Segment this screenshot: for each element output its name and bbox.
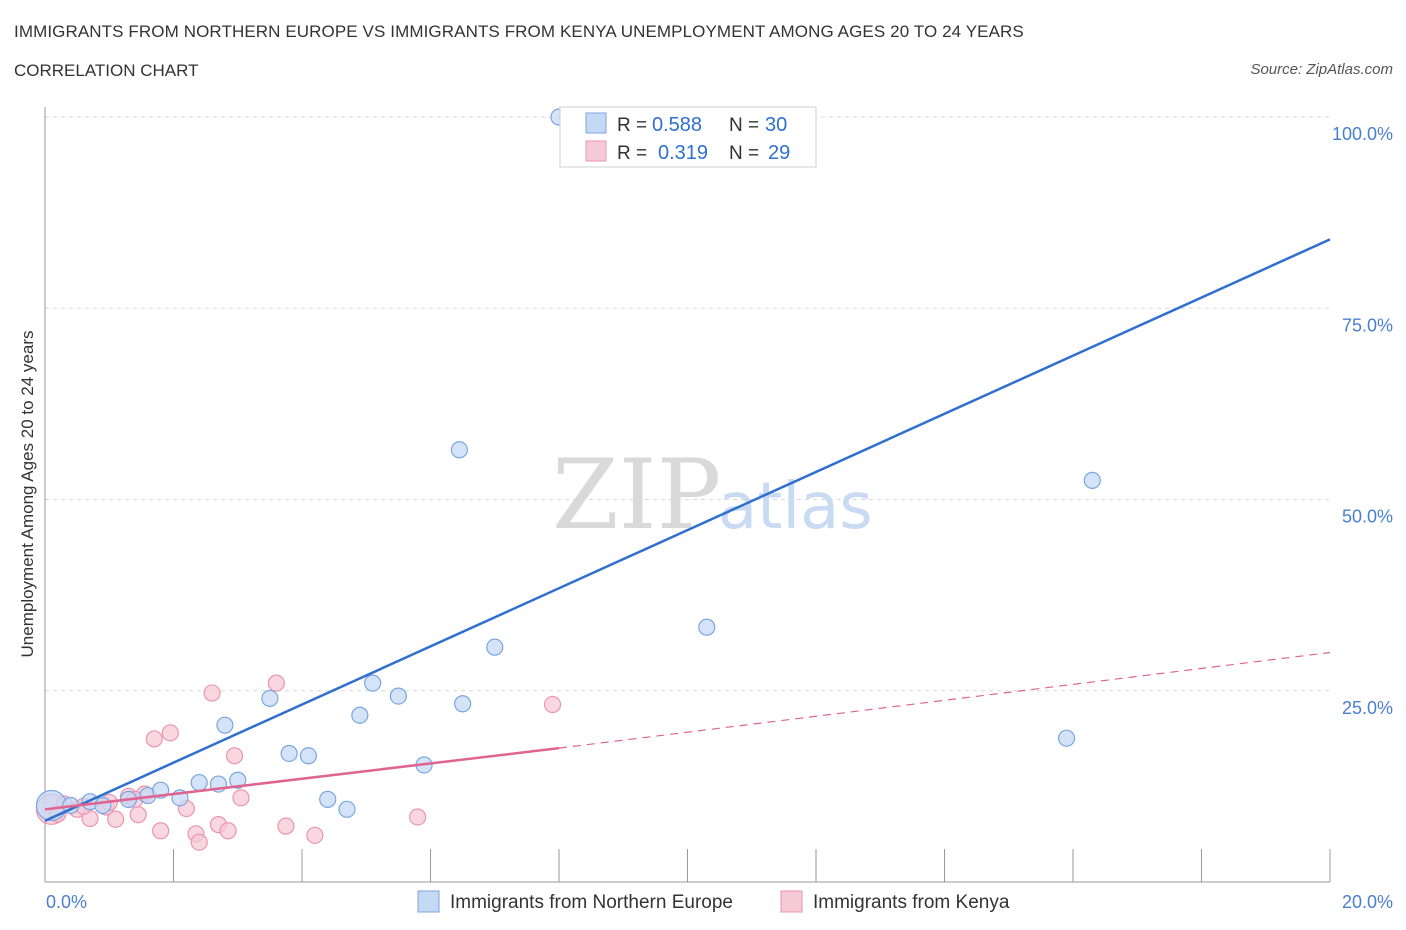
legend-n-value: 29 bbox=[768, 142, 790, 164]
legend-n-label: N = bbox=[729, 143, 759, 164]
northern-europe-point bbox=[486, 638, 504, 656]
northern-europe-point bbox=[229, 771, 247, 789]
watermark-zip: ZIP bbox=[552, 439, 721, 551]
northern-europe-point bbox=[190, 773, 208, 792]
kenya-point bbox=[306, 826, 324, 844]
x-tick-label: 0.0% bbox=[46, 892, 87, 912]
legend-label-kenya: Immigrants from Kenya bbox=[813, 892, 1010, 913]
trend-line-northern-europe bbox=[44, 238, 1331, 822]
kenya-point bbox=[543, 695, 562, 714]
northern-europe-point bbox=[364, 674, 382, 692]
kenya-point bbox=[267, 674, 285, 692]
kenya-point bbox=[409, 808, 427, 826]
legend-n-value: 30 bbox=[765, 114, 787, 136]
y-tick-label: 100.0% bbox=[1332, 124, 1393, 144]
kenya-point bbox=[203, 684, 221, 702]
kenya-point bbox=[107, 810, 125, 828]
kenya-point bbox=[225, 747, 244, 765]
kenya-point bbox=[190, 833, 208, 851]
trend-line-kenya-extension bbox=[558, 651, 1331, 749]
correlation-legend: R = 0.588 N = 30 R = 0.319 N = 29 bbox=[559, 106, 817, 168]
legend-swatch-kenya bbox=[780, 890, 803, 913]
kenya-point bbox=[152, 822, 170, 840]
legend-swatch-blue bbox=[585, 112, 607, 134]
x-tick-labels: 0.0% 20.0% bbox=[46, 892, 1393, 912]
legend-r-value: 0.588 bbox=[652, 114, 702, 136]
northern-europe-point bbox=[94, 796, 112, 815]
legend-r-label: R = bbox=[617, 143, 647, 164]
chart-subtitle: CORRELATION CHART bbox=[14, 61, 199, 80]
northern-europe-point bbox=[1057, 729, 1076, 747]
northern-europe-point bbox=[35, 789, 68, 822]
gridlines bbox=[45, 116, 1330, 692]
trend-lines bbox=[44, 238, 1331, 822]
legend-r-value: 0.319 bbox=[658, 142, 708, 164]
x-tick-label: 20.0% bbox=[1342, 892, 1393, 912]
kenya-point bbox=[129, 806, 147, 824]
northern-europe-point bbox=[216, 716, 234, 734]
legend-r-label: R = bbox=[617, 115, 647, 136]
y-tick-labels: 25.0% 50.0% 75.0% 100.0% bbox=[1332, 124, 1393, 718]
kenya-point bbox=[219, 822, 237, 840]
legend-swatch-northern-europe bbox=[417, 890, 440, 913]
kenya-point bbox=[232, 789, 250, 807]
y-tick-label: 75.0% bbox=[1342, 315, 1393, 335]
y-tick-label: 50.0% bbox=[1342, 507, 1393, 527]
legend-n-label: N = bbox=[729, 115, 759, 136]
northern-europe-point bbox=[389, 687, 407, 705]
kenya-point bbox=[161, 724, 179, 742]
legend-label-northern-europe: Immigrants from Northern Europe bbox=[450, 892, 733, 913]
northern-europe-point bbox=[454, 695, 472, 713]
northern-europe-point bbox=[1083, 471, 1101, 489]
kenya-point bbox=[277, 817, 295, 835]
watermark: ZIP atlas bbox=[552, 439, 873, 551]
northern-europe-point bbox=[299, 747, 318, 765]
source-credit: Source: ZipAtlas.com bbox=[1250, 61, 1393, 78]
series-legend: Immigrants from Northern Europe Immigran… bbox=[417, 890, 1010, 913]
kenya-point bbox=[145, 730, 163, 748]
northern-europe-point bbox=[351, 706, 369, 724]
northern-europe-point bbox=[450, 441, 469, 459]
northern-europe-point bbox=[261, 689, 279, 708]
northern-europe-point bbox=[338, 800, 356, 818]
axes bbox=[44, 107, 1331, 883]
northern-europe-point bbox=[319, 790, 337, 808]
series-kenya-points bbox=[35, 674, 562, 851]
chart-title: IMMIGRANTS FROM NORTHERN EUROPE VS IMMIG… bbox=[14, 22, 1024, 41]
legend-swatch-pink bbox=[585, 140, 607, 162]
northern-europe-point bbox=[698, 618, 716, 636]
trend-line-kenya bbox=[44, 746, 560, 811]
y-tick-label: 25.0% bbox=[1342, 698, 1393, 718]
northern-europe-point bbox=[280, 744, 298, 763]
y-axis-label: Unemployment Among Ages 20 to 24 years bbox=[18, 331, 37, 658]
